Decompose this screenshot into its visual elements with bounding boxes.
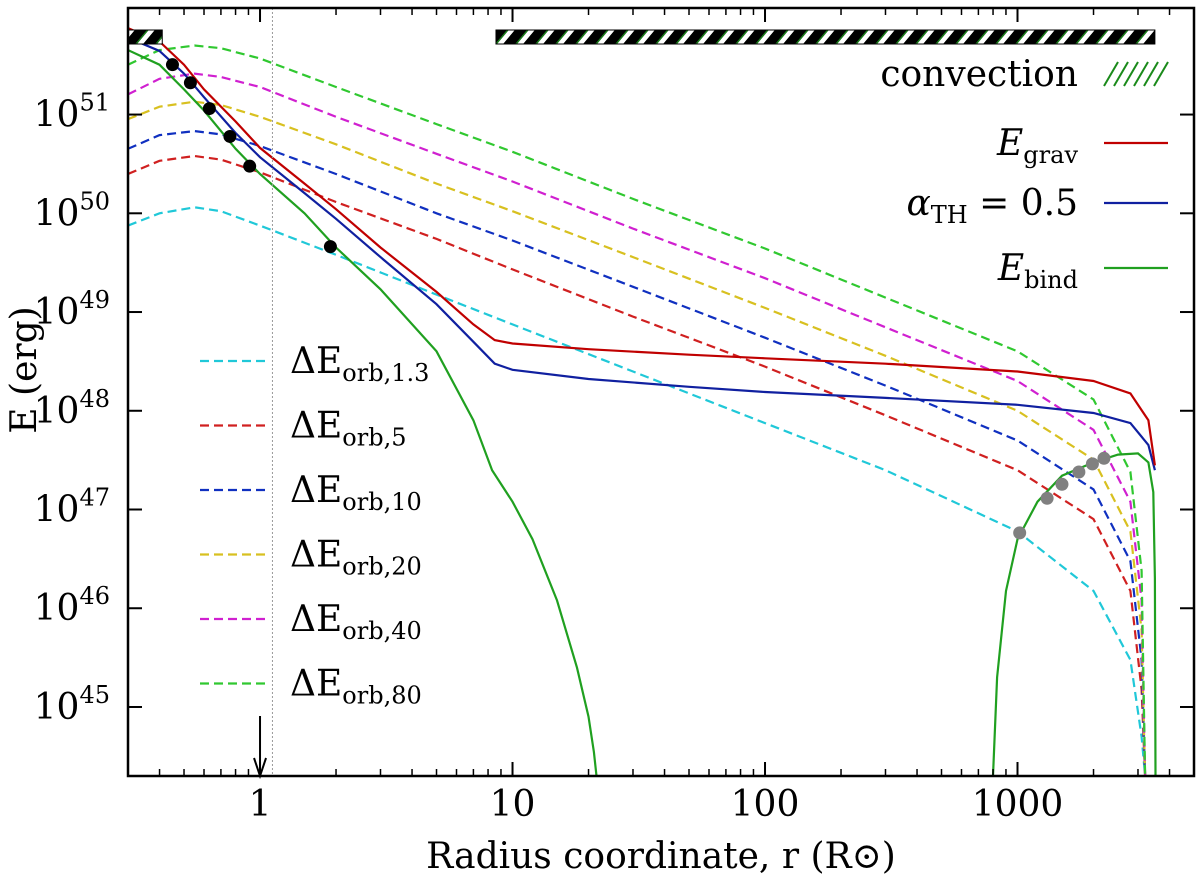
plot-frame [126,6,1196,778]
hatch-stroke [1143,61,1159,87]
y-tick-label: 1050 [34,187,110,234]
legend-label-e-bind: Ebind [997,248,1078,294]
legend-label-de-orb-80: ΔEorb,80 [290,664,422,710]
y-tick-label: 1045 [34,681,110,728]
axis-ticks: 1 10 100 1000 1045 1046 1047 1048 1049 1050 1051 [34,8,1195,825]
legend-label-e-grav: Egrav [996,123,1078,169]
series-line-de-orb-80 [128,44,1147,776]
legend-label-alpha-th-0-5: αTH = 0.5 [906,183,1078,229]
hatch-stroke [1133,61,1149,87]
marker-point-1 [165,58,179,72]
marker-point-3 [202,102,216,116]
series-layer [128,27,1157,776]
marker-point-11 [1085,457,1099,471]
series-line-e-bind [128,49,598,776]
reference-marks [253,8,273,780]
y-tick-label: 1047 [34,484,110,531]
marker-layer [165,58,1111,540]
convection-zone-1 [127,29,163,45]
hatch-stroke [1123,61,1139,87]
x-tick-label: 1 [249,784,272,825]
legend-left: ΔEorb,1.3 ΔEorb,5 ΔEorb,10 ΔEorb,20 ΔEorb,40… [200,341,429,710]
marker-point-4 [223,129,237,143]
marker-point-9 [1055,477,1069,491]
x-axis-title: Radius coordinate, r (R⊙) [426,836,896,877]
series-line-de-orb-1-3 [128,206,1147,776]
marker-point-5 [243,159,257,173]
legend-swatch-convection [1103,61,1169,87]
x-tick-label: 10 [490,784,536,825]
marker-point-12 [1097,451,1111,465]
legend-label-de-orb-1-3: ΔEorb,1.3 [290,341,429,387]
marker-point-2 [183,76,197,90]
series-line-de-orb-5 [128,154,1147,776]
series-line-de-orb-10 [128,129,1147,776]
hatch-stroke [1113,61,1129,87]
convection-zones [127,29,1156,45]
convection-zone-2 [495,29,1156,45]
y-tick-label: 1049 [34,286,110,333]
series-line-e-grav [128,27,1156,466]
y-axis-title: E (erg) [4,306,45,433]
legend-right: convection Egrav αTH = 0.5 Ebind [880,54,1169,294]
series-line-de-orb-20 [128,100,1147,776]
series-line-alpha-th-0-5 [128,36,1156,471]
y-tick-label: 1048 [34,385,110,432]
hatch-stroke [1103,61,1119,87]
hatch-stroke [1153,61,1169,87]
marker-point-10 [1072,465,1086,479]
legend-label-convection: convection [880,54,1078,95]
legend-label-de-orb-20: ΔEorb,20 [290,535,422,581]
y-tick-label: 1051 [34,89,110,136]
marker-point-6 [323,240,337,254]
x-tick-label: 100 [731,784,800,825]
x-tick-label: 1000 [972,784,1064,825]
marker-point-7 [1013,526,1027,540]
y-tick-label: 1046 [34,582,110,629]
legend-label-de-orb-10: ΔEorb,10 [290,470,422,516]
legend-label-de-orb-5: ΔEorb,5 [290,406,406,452]
series-line-de-orb-40 [128,72,1147,776]
marker-point-8 [1040,491,1054,505]
legend-label-de-orb-40: ΔEorb,40 [290,599,422,645]
